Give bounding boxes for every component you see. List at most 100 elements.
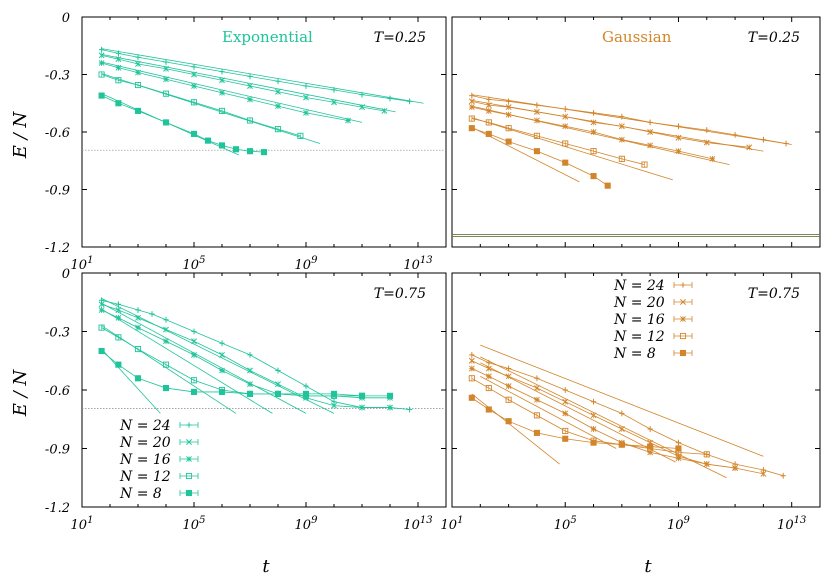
data-point (533, 148, 540, 155)
y-axis-label-top: E / N (10, 111, 31, 160)
data-point (162, 90, 170, 97)
panel-plot-area (82, 46, 446, 156)
data-point (675, 440, 682, 446)
data-point (505, 111, 512, 118)
tick-base: 10 (554, 518, 571, 533)
data-point (618, 136, 625, 143)
data-point (219, 340, 225, 346)
data-point (703, 451, 710, 458)
series-line (101, 299, 410, 410)
data-point (641, 161, 648, 168)
data-point (297, 132, 304, 139)
panel-frame (451, 16, 821, 248)
data-point (134, 107, 142, 114)
data-point (590, 148, 597, 155)
x-tick-label: 105 (183, 515, 206, 533)
data-point (562, 140, 569, 147)
data-point (533, 108, 540, 115)
data-point (135, 307, 141, 313)
series-line (471, 397, 679, 449)
legend-label: N = 8 (613, 346, 656, 362)
y-tick-label: -0.3 (45, 326, 70, 341)
data-point (675, 134, 682, 141)
data-point (533, 412, 540, 419)
tick-exponent: 13 (420, 255, 433, 266)
data-point (247, 73, 253, 80)
data-point (675, 455, 682, 462)
data-point (562, 398, 569, 405)
x-tick-label: 1013 (403, 255, 432, 273)
tick-base: 10 (183, 258, 200, 273)
data-point (358, 392, 366, 399)
data-point (163, 59, 169, 65)
data-point (275, 381, 281, 388)
temperature-label: T=0.75 (748, 286, 800, 302)
y-tick-label: 0 (62, 11, 70, 26)
data-point (590, 110, 597, 116)
data-point (115, 50, 121, 57)
tick-base: 10 (295, 518, 312, 533)
y-tick-label: -0.3 (45, 69, 70, 84)
data-point (485, 102, 492, 109)
data-point (219, 89, 225, 96)
data-point (485, 107, 492, 114)
data-point (618, 441, 625, 448)
fit-line (101, 308, 273, 414)
legend-label: N = 12 (119, 469, 171, 485)
data-point (407, 406, 413, 413)
data-point (647, 129, 654, 135)
data-point (647, 142, 654, 149)
data-point (485, 130, 492, 137)
data-point (704, 127, 710, 133)
data-point (533, 132, 540, 139)
data-point (247, 381, 253, 388)
data-point (115, 301, 121, 307)
series-line (101, 327, 362, 397)
data-point (275, 78, 281, 84)
data-point (191, 328, 197, 335)
data-point (163, 338, 169, 345)
data-point (760, 137, 766, 143)
tick-base: 10 (777, 518, 794, 533)
data-point (331, 99, 337, 106)
data-point (359, 104, 365, 111)
data-point (115, 64, 122, 71)
x-tick-label: 101 (441, 515, 464, 533)
data-point (618, 426, 625, 432)
data-point (303, 109, 309, 116)
x-tick-label: 109 (295, 255, 319, 273)
data-point (345, 117, 351, 124)
tick-base: 10 (667, 518, 684, 533)
data-point (619, 410, 625, 416)
y-tick-label: -1.2 (45, 241, 70, 256)
data-point (115, 314, 122, 321)
data-point (562, 435, 569, 442)
tick-exponent: 1 (87, 515, 93, 526)
data-point (590, 439, 597, 446)
tick-exponent: 13 (794, 515, 807, 526)
data-point (469, 92, 475, 99)
temperature-label: T=0.75 (374, 286, 426, 302)
data-point (505, 396, 512, 403)
tick-base: 10 (183, 518, 200, 533)
fit-line (471, 393, 560, 465)
data-point (780, 473, 786, 479)
legend-marker (680, 282, 686, 288)
data-point (675, 148, 682, 155)
data-point (783, 140, 789, 147)
data-point (247, 352, 253, 358)
data-point (115, 77, 122, 84)
data-point (115, 100, 122, 107)
data-point (115, 334, 122, 341)
data-point (135, 61, 141, 67)
x-tick-label: 1013 (403, 515, 432, 533)
tick-exponent: 1 (457, 515, 463, 526)
data-point (303, 383, 309, 389)
data-point (190, 388, 198, 396)
x-tick-label: 101 (71, 255, 94, 273)
data-point (162, 385, 170, 392)
x-tick-label: 105 (554, 515, 577, 533)
fit-line (101, 48, 424, 104)
y-tick-label: -0.6 (45, 384, 70, 399)
